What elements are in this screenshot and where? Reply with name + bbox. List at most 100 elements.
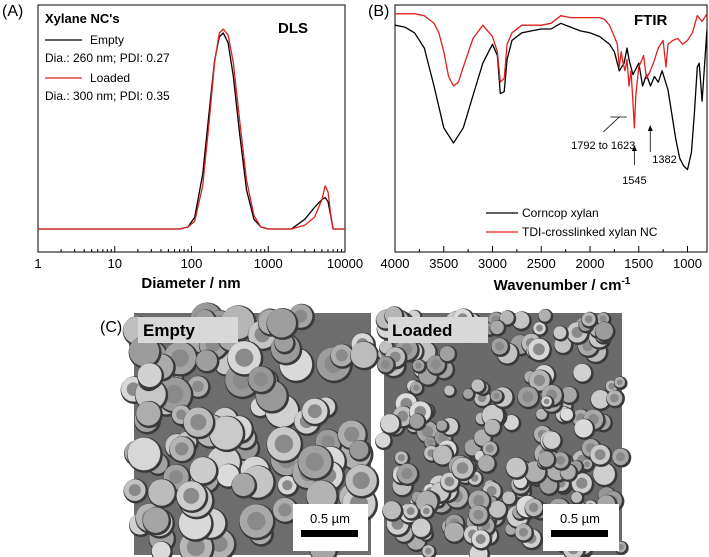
sem-particle: [553, 326, 567, 340]
sem-particle-dimple: [430, 359, 441, 370]
ftir-x-axis-label-sup: -1: [621, 276, 630, 287]
panel-letter-a: (A): [2, 3, 23, 20]
ftir-x-tick-label-4: 2000: [576, 256, 605, 271]
dls-series-line-0: [38, 32, 345, 230]
dls-legend-title: Xylane NC's: [45, 11, 120, 26]
sem-particle: [538, 309, 551, 322]
dls-legend-label-empty: Empty: [90, 33, 124, 47]
sem-particle: [538, 451, 554, 467]
sem-particle: [502, 491, 516, 505]
ftir-x-tick-label-6: 1000: [673, 256, 702, 271]
ftir-x-ticks: 4000 3500 3000 2500 2000 1500 1000: [381, 246, 702, 271]
ftir-legend-label-tdi: TDI-crosslinked xylan NC: [522, 225, 658, 239]
dls-series-line-1: [38, 28, 345, 230]
sem-particle-dimple: [247, 511, 266, 531]
sem-particle: [593, 463, 615, 485]
dls-x-tick-label-3: 1000: [254, 256, 283, 271]
sem-particle-dimple: [169, 470, 184, 484]
sem-image-empty-label-box: [138, 317, 238, 343]
dls-plot-frame: [37, 4, 346, 253]
dls-x-tick-label-1: 10: [108, 256, 122, 271]
sem-particle: [209, 416, 243, 450]
sem-particle-dimple: [493, 392, 500, 400]
panel-letter-b: (B): [368, 3, 389, 20]
sem-particle: [571, 492, 582, 503]
sem-particle: [148, 479, 175, 506]
sem-particle-dimple: [192, 380, 204, 393]
ftir-annotations: 1792 to 1623 1545 1382: [571, 116, 677, 187]
sem-particle: [349, 440, 369, 460]
sem-particle-dimple: [253, 372, 268, 387]
sem-image-empty-scale-box: [293, 504, 368, 551]
sem-particle-dimple: [415, 362, 422, 369]
sem-particle: [380, 414, 400, 433]
sem-particle: [561, 386, 577, 403]
sem-particle-dimple: [617, 544, 624, 550]
sem-particle-dimple: [171, 349, 189, 367]
sem-particle-dimple: [175, 442, 189, 456]
sem-particle-dimple: [183, 487, 200, 504]
ftir-x-axis-label-text: Wavenumber / cm: [494, 277, 622, 294]
sem-image-empty-scale-bar: [301, 530, 358, 537]
ftir-x-tick-label-1: 3500: [429, 256, 458, 271]
sem-particle: [350, 341, 377, 368]
sem-panel: (C) Empty 0.5 µm Loaded 0.5 µm: [100, 302, 632, 557]
sem-particle-dimple: [401, 468, 413, 480]
sem-particle: [432, 445, 452, 465]
sem-image-empty-label: Empty: [143, 321, 196, 340]
panel-letter-c: (C): [100, 319, 122, 336]
sem-particle: [463, 388, 474, 399]
sem-particle-dimple: [321, 435, 335, 449]
sem-particle: [439, 346, 455, 362]
sem-particle-dimple: [211, 535, 228, 553]
sem-particle-dimple: [186, 538, 205, 557]
sem-particle-dimple: [576, 477, 588, 489]
sem-particle-dimple: [381, 360, 390, 369]
sem-particle-dimple: [438, 433, 448, 443]
dls-x-tick-label-4: 10000: [327, 256, 363, 271]
ftir-annotation-arrowhead-2: [647, 125, 653, 131]
dls-legend-detail-loaded: Dia.: 300 nm; PDI: 0.35: [45, 89, 170, 103]
sem-particle: [591, 390, 610, 409]
sem-particle: [560, 408, 573, 421]
sem-particle: [143, 507, 169, 533]
sem-particle-dimple: [412, 384, 420, 392]
sem-particle: [231, 473, 255, 497]
sem-particle: [267, 308, 296, 338]
dls-legend-detail-empty: Dia.: 260 nm; PDI: 0.27: [45, 51, 170, 65]
sem-particle-dimple: [190, 414, 207, 431]
sem-particle: [444, 385, 455, 396]
ftir-series-line-1: [395, 13, 707, 129]
sem-particle: [573, 363, 592, 382]
ftir-annotation-label-1: 1545: [622, 175, 646, 187]
sem-particle-dimple: [543, 398, 550, 405]
sem-particle-dimple: [616, 379, 623, 386]
sem-particle: [484, 419, 500, 435]
sem-particle-dimple: [518, 527, 528, 537]
dls-series: [38, 28, 345, 230]
sem-particle-dimple: [335, 349, 348, 362]
ftir-x-tick-label-3: 2500: [527, 256, 556, 271]
sem-particle-dimple: [307, 404, 322, 419]
ftir-title: FTIR: [634, 12, 667, 29]
sem-particle-dimple: [282, 480, 293, 491]
sem-particle-dimple: [608, 382, 615, 390]
sem-particle: [444, 522, 464, 542]
dls-chart: (A) DLS Xylane NC's Empty Dia.: 260 nm; …: [2, 3, 363, 292]
sem-particle-dimple: [164, 385, 184, 404]
sem-particle: [306, 480, 337, 511]
ftir-x-tick-label-2: 3000: [478, 256, 507, 271]
sem-particle: [503, 415, 519, 430]
sem-particle: [595, 322, 613, 340]
sem-particle-dimple: [473, 509, 484, 520]
sem-particle: [129, 336, 160, 367]
sem-particle-dimple: [274, 434, 294, 454]
sem-particle-dimple: [344, 426, 360, 442]
sem-particle-dimple: [397, 454, 405, 462]
sem-particle-dimple: [456, 462, 469, 474]
sem-particle-dimple: [235, 348, 254, 367]
sem-image-loaded-particles: [375, 306, 632, 557]
sem-particle-dimple: [599, 315, 607, 323]
sem-particle: [490, 320, 504, 335]
